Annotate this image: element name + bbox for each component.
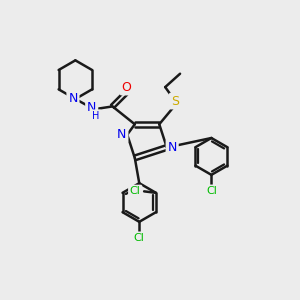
Text: O: O (122, 81, 131, 94)
Text: Cl: Cl (206, 186, 217, 196)
Text: H: H (92, 111, 100, 121)
Text: N: N (117, 128, 127, 141)
Text: Cl: Cl (134, 233, 145, 243)
Text: N: N (68, 92, 78, 105)
Text: Cl: Cl (130, 186, 141, 197)
Text: N: N (87, 101, 96, 114)
Text: S: S (171, 94, 179, 108)
Text: N: N (167, 141, 177, 154)
